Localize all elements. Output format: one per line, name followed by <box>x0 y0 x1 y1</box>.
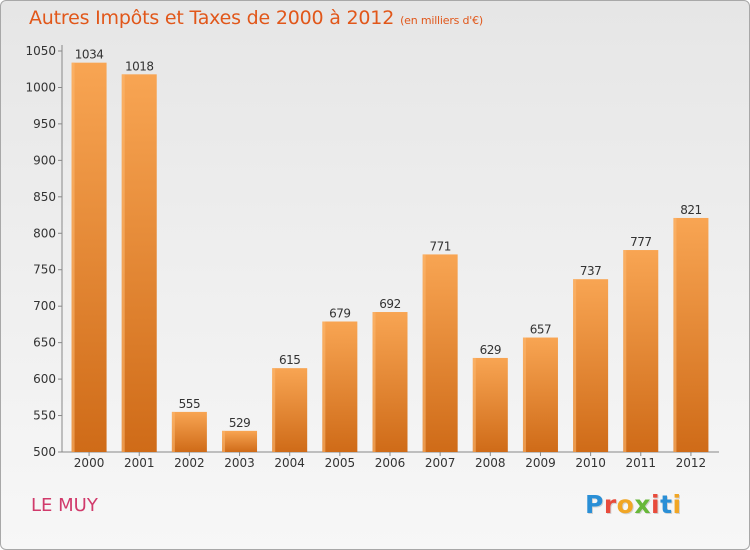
logo-letter: t <box>660 490 673 519</box>
y-tick-label: 1050 <box>25 44 56 58</box>
bar-2001 <box>121 74 157 453</box>
x-tick-label-2006: 2006 <box>375 456 406 470</box>
value-label-2009: 657 <box>530 323 551 337</box>
bar-highlight-2006 <box>372 312 376 452</box>
bar-2010 <box>573 279 609 452</box>
bar-highlight-2003 <box>222 430 226 452</box>
bar-2002 <box>171 411 207 452</box>
title-text: Autres Impôts et Taxes de 2000 à 2012 <box>29 7 395 29</box>
value-label-2001: 1018 <box>125 59 154 73</box>
bar-2007 <box>422 254 458 452</box>
bar-2012 <box>673 217 709 452</box>
value-label-2004: 615 <box>279 353 300 367</box>
chart-subtitle: (en milliers d'€) <box>400 14 483 27</box>
value-label-2002: 555 <box>179 397 200 411</box>
y-tick-label: 650 <box>33 336 56 350</box>
y-tick-label: 700 <box>33 299 56 313</box>
y-tick-label: 800 <box>33 226 56 240</box>
value-label-2008: 629 <box>480 343 501 357</box>
bar-highlight-2012 <box>673 217 677 452</box>
proxiti-logo: Proxiti <box>585 490 682 519</box>
y-tick-label: 750 <box>33 263 56 277</box>
bar-highlight-2007 <box>422 254 426 452</box>
bar-2000 <box>71 62 107 452</box>
logo-letter: r <box>603 490 617 519</box>
y-tick-label: 1000 <box>25 80 56 94</box>
logo-letter: i <box>672 490 682 519</box>
bar-2006 <box>372 312 408 452</box>
x-tick-label-2005: 2005 <box>325 456 356 470</box>
value-label-2010: 737 <box>580 264 601 278</box>
value-labels: 1034 1018 555 529 615 679 692 771 629 657 737 777 82… <box>75 48 702 430</box>
value-label-2012: 821 <box>680 203 701 217</box>
x-tick-label-2011: 2011 <box>625 456 656 470</box>
bars <box>71 62 709 453</box>
y-tick-label: 950 <box>33 117 56 131</box>
bar-2011 <box>623 250 659 452</box>
logo-letter: i <box>651 490 661 519</box>
bar-highlight-2002 <box>171 411 175 452</box>
bar-highlight-2008 <box>472 357 476 452</box>
bar-2009 <box>522 337 558 452</box>
bar-highlight-2011 <box>623 250 627 452</box>
x-tick-label-2007: 2007 <box>425 456 456 470</box>
x-tick-label-2010: 2010 <box>575 456 606 470</box>
x-tick-label-2003: 2003 <box>224 456 255 470</box>
value-label-2011: 777 <box>630 235 651 249</box>
bar-highlight-2010 <box>573 279 577 452</box>
y-tick-label: 500 <box>33 445 56 459</box>
y-tick-label: 850 <box>33 190 56 204</box>
bar-highlight-2000 <box>71 62 75 452</box>
y-tick-label: 600 <box>33 372 56 386</box>
bar-2004 <box>272 368 308 452</box>
bar-2005 <box>322 321 358 452</box>
bar-highlight-2009 <box>522 337 526 452</box>
x-tick-label-2000: 2000 <box>74 456 105 470</box>
city-name: LE MUY <box>31 495 98 516</box>
value-label-2006: 692 <box>379 297 400 311</box>
axes: 500 550 600 650 700 750 800 850 900 950 1000 1050 20… <box>25 44 719 470</box>
bar-highlight-2001 <box>121 74 125 453</box>
x-tick-label-2004: 2004 <box>274 456 305 470</box>
bar-2008 <box>472 357 508 452</box>
chart-title: Autres Impôts et Taxes de 2000 à 2012 (en… <box>29 7 483 29</box>
value-label-2000: 1034 <box>75 48 104 62</box>
value-label-2007: 771 <box>429 239 450 253</box>
x-tick-label-2002: 2002 <box>174 456 205 470</box>
x-tick-label-2008: 2008 <box>475 456 506 470</box>
logo-letter: P <box>585 490 604 519</box>
x-tick-label-2009: 2009 <box>525 456 556 470</box>
logo-letter: x <box>634 490 651 519</box>
bar-highlight-2004 <box>272 368 276 452</box>
y-tick-label: 900 <box>33 153 56 167</box>
x-tick-label-2012: 2012 <box>676 456 707 470</box>
bar-2003 <box>222 430 258 452</box>
logo-letter: o <box>616 490 635 519</box>
value-label-2003: 529 <box>229 416 250 430</box>
bar-highlight-2005 <box>322 321 326 452</box>
y-tick-label: 550 <box>33 409 56 423</box>
x-tick-label-2001: 2001 <box>124 456 155 470</box>
value-label-2005: 679 <box>329 306 350 320</box>
